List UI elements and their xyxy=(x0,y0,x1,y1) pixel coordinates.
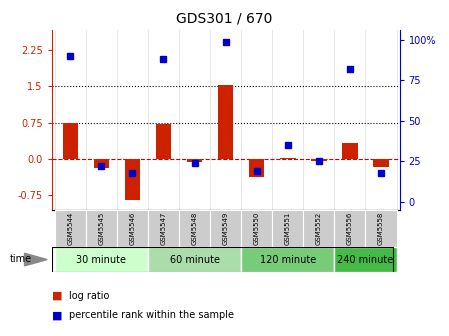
Text: GSM5547: GSM5547 xyxy=(160,212,167,245)
Text: GSM5548: GSM5548 xyxy=(192,212,198,245)
Bar xyxy=(86,210,117,247)
Bar xyxy=(148,210,179,247)
Polygon shape xyxy=(25,253,47,266)
Text: GSM5544: GSM5544 xyxy=(67,212,73,245)
Text: time: time xyxy=(10,254,32,264)
Bar xyxy=(55,210,86,247)
Text: log ratio: log ratio xyxy=(69,291,109,301)
Text: GSM5545: GSM5545 xyxy=(98,212,104,245)
Bar xyxy=(187,159,202,162)
Bar xyxy=(249,159,264,177)
Bar xyxy=(156,124,171,159)
Bar xyxy=(342,143,358,159)
Text: 240 minute: 240 minute xyxy=(337,255,394,264)
Bar xyxy=(55,247,148,272)
Bar xyxy=(280,158,295,159)
Text: GSM5550: GSM5550 xyxy=(254,212,260,245)
Bar xyxy=(241,247,335,272)
Text: GSM5556: GSM5556 xyxy=(347,212,353,245)
Bar xyxy=(179,210,210,247)
Bar xyxy=(93,159,109,168)
Bar xyxy=(148,247,241,272)
Bar xyxy=(62,123,78,159)
Bar xyxy=(210,210,241,247)
Text: GSM5558: GSM5558 xyxy=(378,212,384,245)
Bar xyxy=(125,159,140,200)
Text: ■: ■ xyxy=(52,310,62,320)
Bar xyxy=(241,210,272,247)
Bar xyxy=(335,210,365,247)
Bar xyxy=(373,159,389,167)
Text: 30 minute: 30 minute xyxy=(76,255,126,264)
Bar xyxy=(335,247,396,272)
Text: GSM5551: GSM5551 xyxy=(285,212,291,245)
Bar xyxy=(303,210,335,247)
Text: percentile rank within the sample: percentile rank within the sample xyxy=(69,310,233,320)
Text: GSM5552: GSM5552 xyxy=(316,212,322,245)
Bar xyxy=(218,85,233,159)
Text: GSM5546: GSM5546 xyxy=(129,212,136,245)
Text: GDS301 / 670: GDS301 / 670 xyxy=(176,12,273,26)
Text: GSM5549: GSM5549 xyxy=(223,212,229,245)
Text: 120 minute: 120 minute xyxy=(260,255,316,264)
Bar xyxy=(117,210,148,247)
Bar xyxy=(365,210,396,247)
Text: 60 minute: 60 minute xyxy=(170,255,220,264)
Bar xyxy=(272,210,303,247)
Bar xyxy=(311,159,326,161)
Text: ■: ■ xyxy=(52,291,62,301)
